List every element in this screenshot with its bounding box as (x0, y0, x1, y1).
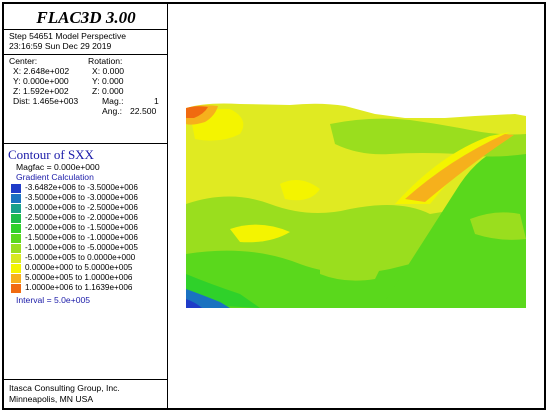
legend-label: -2.0000e+006 to -1.5000e+006 (25, 223, 138, 232)
center-z: Z: 1.592e+002 (13, 86, 69, 96)
flac3d-plot-window: FLAC3D 3.00 Step 54651 Model Perspective… (2, 2, 546, 410)
center-y: Y: 0.000e+000 (13, 76, 69, 86)
legend-swatch (11, 254, 21, 263)
divider (4, 29, 168, 30)
stress-contour-plot (186, 103, 526, 308)
magfac: Magfac = 0.000e+000 (16, 162, 100, 172)
legend-label: -3.0000e+006 to -2.5000e+006 (25, 203, 138, 212)
mag-label: Mag.: (102, 96, 124, 106)
legend-panel: FLAC3D 3.00 Step 54651 Model Perspective… (4, 4, 168, 408)
model-view[interactable] (170, 4, 544, 408)
divider (4, 143, 168, 144)
legend-label: 5.0000e+005 to 1.0000e+006 (25, 273, 133, 282)
legend-item: -3.5000e+006 to -3.0000e+006 (11, 193, 167, 203)
legend-swatch (11, 224, 21, 233)
mag-value: 1 (154, 96, 159, 106)
legend-swatch (11, 184, 21, 193)
legend-swatch (11, 204, 21, 213)
legend-item: 1.0000e+006 to 1.1639e+006 (11, 283, 167, 293)
gradient-calculation: Gradient Calculation (16, 172, 94, 182)
app-title: FLAC3D 3.00 (36, 8, 136, 27)
rotation-z: Z: 0.000 (92, 86, 124, 96)
company-name: Itasca Consulting Group, Inc. (9, 383, 120, 393)
legend-item: -2.5000e+006 to -2.0000e+006 (11, 213, 167, 223)
legend-label: -1.5000e+006 to -1.0000e+006 (25, 233, 138, 242)
legend-swatch (11, 234, 21, 243)
step-info: Step 54651 Model Perspective (9, 31, 127, 41)
legend-label: -1.0000e+006 to -5.0000e+005 (25, 243, 138, 252)
ang-value: 22.500 (130, 106, 157, 116)
center-label: Center: (9, 56, 38, 66)
legend-label: -3.5000e+006 to -3.0000e+006 (25, 193, 138, 202)
rotation-y: Y: 0.000 (92, 76, 124, 86)
legend-swatch (11, 194, 21, 203)
legend-swatch (11, 264, 21, 273)
legend-swatch (11, 284, 21, 293)
interval: Interval = 5.0e+005 (16, 295, 91, 305)
legend-item: -5.0000e+005 to 0.0000e+000 (11, 253, 167, 263)
center-dist: Dist: 1.465e+003 (13, 96, 79, 106)
legend-item: -3.6482e+006 to -3.5000e+006 (11, 183, 167, 193)
contour-fill (186, 103, 526, 308)
contour-title: Contour of SXX (8, 147, 94, 162)
timestamp: 23:16:59 Sun Dec 29 2019 (9, 41, 112, 51)
rotation-x: X: 0.000 (92, 66, 125, 76)
divider (4, 54, 168, 55)
legend-swatch (11, 244, 21, 253)
legend-item: -1.0000e+006 to -5.0000e+005 (11, 243, 167, 253)
legend-item: 0.0000e+000 to 5.0000e+005 (11, 263, 167, 273)
legend-label: 1.0000e+006 to 1.1639e+006 (25, 283, 133, 292)
legend-item: 5.0000e+005 to 1.0000e+006 (11, 273, 167, 283)
legend-label: -5.0000e+005 to 0.0000e+000 (25, 253, 136, 262)
legend-item: -3.0000e+006 to -2.5000e+006 (11, 203, 167, 213)
legend-item: -2.0000e+006 to -1.5000e+006 (11, 223, 167, 233)
ang-label: Ang.: (102, 106, 123, 116)
legend-item: -1.5000e+006 to -1.0000e+006 (11, 233, 167, 243)
legend-swatch (11, 274, 21, 283)
legend-label: 0.0000e+000 to 5.0000e+005 (25, 263, 133, 272)
rotation-label: Rotation: (88, 56, 123, 66)
company-location: Minneapolis, MN USA (9, 394, 94, 404)
legend-label: -2.5000e+006 to -2.0000e+006 (25, 213, 138, 222)
center-x: X: 2.648e+002 (13, 66, 70, 76)
legend-label: -3.6482e+006 to -3.5000e+006 (25, 183, 138, 192)
legend-swatch (11, 214, 21, 223)
divider (4, 379, 168, 380)
